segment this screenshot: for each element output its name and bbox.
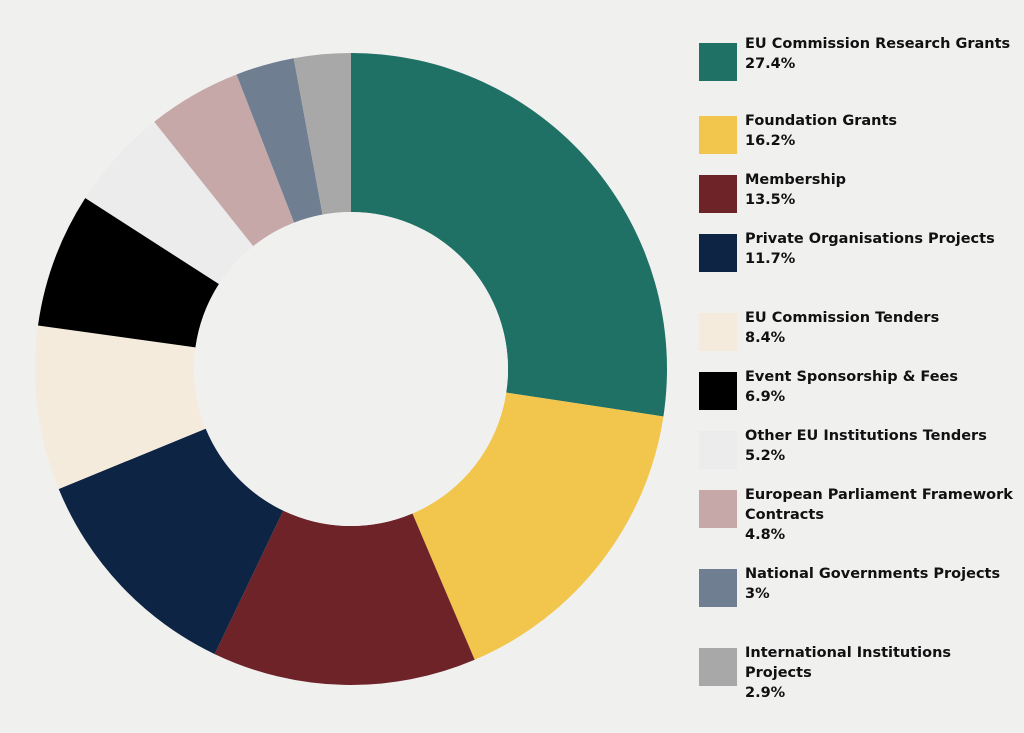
legend-item: Private Organisations Projects 11.7% bbox=[699, 229, 1017, 299]
legend-value: 16.2% bbox=[745, 133, 796, 149]
legend-item: International Institutions Projects 2.9% bbox=[699, 643, 1017, 713]
legend-item: Foundation Grants 16.2% bbox=[699, 111, 1017, 181]
legend-label: Foundation Grants bbox=[745, 113, 898, 129]
legend-item: European Parliament Framework Contracts 4… bbox=[699, 485, 1017, 555]
legend-text: European Parliament Framework Contracts 4… bbox=[745, 485, 1017, 545]
legend-text: International Institutions Projects 2.9% bbox=[745, 643, 1017, 703]
legend-swatch bbox=[699, 234, 737, 272]
legend-label: EU Commission Tenders bbox=[745, 310, 940, 326]
legend-swatch bbox=[699, 175, 737, 213]
legend-label: Event Sponsorship & Fees bbox=[745, 369, 959, 385]
legend-value: 3% bbox=[745, 586, 770, 602]
legend-label: National Governments Projects bbox=[745, 566, 1001, 582]
legend-value: 2.9% bbox=[745, 685, 786, 701]
donut-chart bbox=[34, 53, 667, 685]
legend-value: 27.4% bbox=[745, 56, 796, 72]
legend-text: Foundation Grants 16.2% bbox=[745, 111, 1017, 151]
legend-text: Other EU Institutions Tenders 5.2% bbox=[745, 426, 1017, 466]
legend-label: Other EU Institutions Tenders bbox=[745, 428, 987, 444]
legend-label: Membership bbox=[745, 172, 847, 188]
legend-swatch bbox=[699, 431, 737, 469]
donut-slice-7 bbox=[85, 121, 254, 285]
legend-label: International Institutions Projects bbox=[745, 645, 952, 681]
donut-slice-5 bbox=[34, 325, 206, 490]
legend-item: Membership 13.5% bbox=[699, 170, 1017, 240]
legend-value: 6.9% bbox=[745, 389, 786, 405]
legend-swatch bbox=[699, 43, 737, 81]
legend-text: Event Sponsorship & Fees 6.9% bbox=[745, 367, 1017, 407]
donut-slice-8 bbox=[154, 74, 295, 247]
donut-slice-2 bbox=[412, 392, 664, 660]
donut-slice-6 bbox=[38, 198, 219, 348]
legend-text: National Governments Projects 3% bbox=[745, 564, 1017, 604]
legend-value: 4.8% bbox=[745, 527, 786, 543]
legend-label: European Parliament Framework Contracts bbox=[745, 487, 1013, 523]
donut-slice-4 bbox=[58, 428, 284, 655]
donut-slice-10 bbox=[293, 53, 351, 215]
legend-swatch bbox=[699, 648, 737, 686]
legend-value: 5.2% bbox=[745, 448, 786, 464]
legend-swatch bbox=[699, 569, 737, 607]
legend-item: EU Commission Research Grants 27.4% bbox=[699, 34, 1017, 104]
legend-value: 8.4% bbox=[745, 330, 786, 346]
legend-swatch bbox=[699, 372, 737, 410]
legend-value: 13.5% bbox=[745, 192, 796, 208]
legend-text: EU Commission Tenders 8.4% bbox=[745, 308, 1017, 348]
legend-label: EU Commission Research Grants bbox=[745, 36, 1011, 52]
donut-hole bbox=[194, 212, 508, 526]
legend-item: EU Commission Tenders 8.4% bbox=[699, 308, 1017, 378]
legend-swatch bbox=[699, 490, 737, 528]
legend-swatch bbox=[699, 116, 737, 154]
legend-label: Private Organisations Projects bbox=[745, 231, 995, 247]
donut-slice-9 bbox=[236, 58, 323, 223]
legend-value: 11.7% bbox=[745, 251, 796, 267]
legend-text: Private Organisations Projects 11.7% bbox=[745, 229, 1017, 269]
donut-slice-3 bbox=[214, 510, 475, 685]
legend-text: EU Commission Research Grants 27.4% bbox=[745, 34, 1017, 74]
legend-item: Event Sponsorship & Fees 6.9% bbox=[699, 367, 1017, 437]
legend-text: Membership 13.5% bbox=[745, 170, 1017, 210]
donut-slice-1 bbox=[351, 53, 667, 417]
legend-swatch bbox=[699, 313, 737, 351]
legend-item: National Governments Projects 3% bbox=[699, 564, 1017, 634]
legend-item: Other EU Institutions Tenders 5.2% bbox=[699, 426, 1017, 496]
